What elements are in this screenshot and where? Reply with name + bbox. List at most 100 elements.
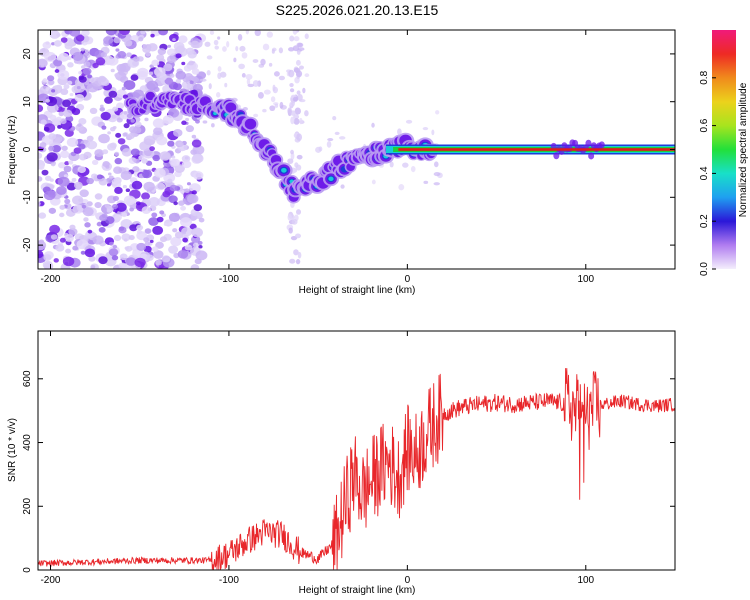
cloud-blob: [100, 104, 104, 108]
cloud-blob: [125, 188, 131, 193]
cloud-blob: [193, 171, 204, 180]
cloud-blob: [245, 30, 249, 35]
cloud-blob: [302, 87, 306, 94]
cloud-blob: [288, 227, 293, 234]
cloud-blob: [107, 131, 111, 135]
cloud-blob: [274, 103, 279, 108]
cloud-blob: [38, 201, 41, 206]
cloud-blob: [98, 226, 106, 233]
cloud-blob: [295, 70, 303, 78]
cloud-blob: [199, 78, 207, 82]
cloud-blob: [68, 160, 74, 165]
cloud-blob: [111, 114, 117, 119]
cloud-blob: [164, 77, 174, 85]
cloud-blob: [56, 33, 61, 37]
cloud-blob: [371, 179, 376, 185]
cloud-blob: [181, 160, 192, 169]
cloud-blob: [82, 207, 94, 217]
cloud-blob: [327, 137, 334, 142]
cloud-blob: [270, 96, 276, 103]
cloud-blob: [208, 83, 212, 90]
cloud-blob: [132, 56, 140, 62]
cloud-blob: [334, 131, 340, 136]
colorbar-tick-label: 0.2: [699, 214, 710, 228]
top-x-tick-label: 0: [405, 274, 411, 285]
cloud-blob: [134, 121, 142, 128]
cloud-blob: [94, 202, 102, 209]
cloud-blob: [110, 126, 116, 132]
cloud-blob: [144, 228, 152, 234]
cloud-blob: [156, 182, 166, 191]
cloud-blob: [170, 236, 182, 247]
cloud-blob: [304, 73, 310, 78]
cloud-blob: [64, 161, 70, 166]
cloud-blob: [48, 133, 57, 140]
cloud-blob: [143, 135, 156, 146]
cloud-blob: [124, 39, 133, 47]
cloud-blob: [141, 206, 151, 214]
cloud-blob: [138, 37, 144, 42]
cloud-blob: [398, 184, 405, 191]
snr-panel: -200 -100 0 100 0 200 400 600 Height of straigh…: [7, 330, 676, 596]
cloud-blob: [431, 129, 435, 136]
cloud-blob: [304, 33, 309, 40]
cloud-blob: [148, 71, 154, 76]
cloud-blob: [113, 234, 122, 242]
cloud-blob: [71, 107, 81, 116]
cloud-blob: [181, 155, 191, 163]
cloud-blob: [42, 78, 48, 83]
cloud-blob: [144, 117, 149, 122]
cloud-blob: [238, 63, 245, 70]
cloud-blob: [293, 249, 299, 256]
bottom-x-axis-label: Height of straight line (km): [299, 585, 416, 596]
cloud-blob: [141, 169, 153, 179]
cloud-blob: [293, 114, 300, 120]
cloud-blob: [206, 55, 213, 60]
cloud-blob: [213, 39, 219, 46]
cloud-blob: [66, 80, 73, 86]
cloud-blob: [59, 212, 65, 218]
cloud-blob: [86, 140, 98, 150]
cloud-blob: [204, 41, 211, 47]
cloud-blob: [278, 47, 284, 54]
cloud-blob: [121, 148, 132, 157]
cloud-blob: [63, 109, 73, 118]
chart-title: S225.2026.021.20.13.E15: [276, 2, 439, 18]
cloud-blob: [198, 217, 205, 223]
cloud-blob: [163, 222, 168, 227]
cloud-blob: [192, 242, 199, 248]
cloud-blob: [190, 235, 201, 244]
cloud-blob: [198, 244, 203, 249]
cloud-blob: [269, 105, 276, 112]
cloud-blob: [84, 248, 96, 258]
cloud-blob: [102, 149, 109, 155]
cloud-blob: [181, 61, 186, 66]
cloud-blob: [43, 126, 50, 132]
cloud-blob: [185, 117, 190, 122]
cloud-blob: [304, 110, 309, 117]
colorbar-label: Normalized spectral amplitude: [738, 82, 749, 217]
track-blob: [588, 152, 595, 160]
cloud-blob: [53, 258, 59, 263]
cloud-blob: [121, 212, 128, 218]
colorbar: 0.0 0.2 0.4 0.6 0.8 Normalized spectral ampl…: [699, 30, 749, 276]
cloud-blob: [167, 108, 180, 118]
cloud-blob: [162, 115, 174, 125]
cloud-blob: [51, 89, 56, 93]
cloud-blob: [169, 73, 175, 78]
cloud-blob: [156, 216, 164, 223]
cloud-blob: [55, 84, 63, 91]
cloud-blob: [112, 195, 120, 201]
cloud-blob: [295, 59, 301, 66]
cloud-blob: [257, 91, 264, 99]
cloud-blob: [287, 213, 292, 221]
cloud-blob: [107, 172, 112, 176]
cloud-blob: [262, 108, 267, 113]
cloud-blob: [87, 74, 93, 79]
cloud-blob: [371, 122, 375, 128]
cloud-blob: [84, 49, 89, 53]
cloud-blob: [296, 154, 303, 160]
cloud-blob: [159, 236, 168, 243]
cloud-blob: [130, 119, 135, 123]
cloud-blob: [123, 195, 136, 206]
